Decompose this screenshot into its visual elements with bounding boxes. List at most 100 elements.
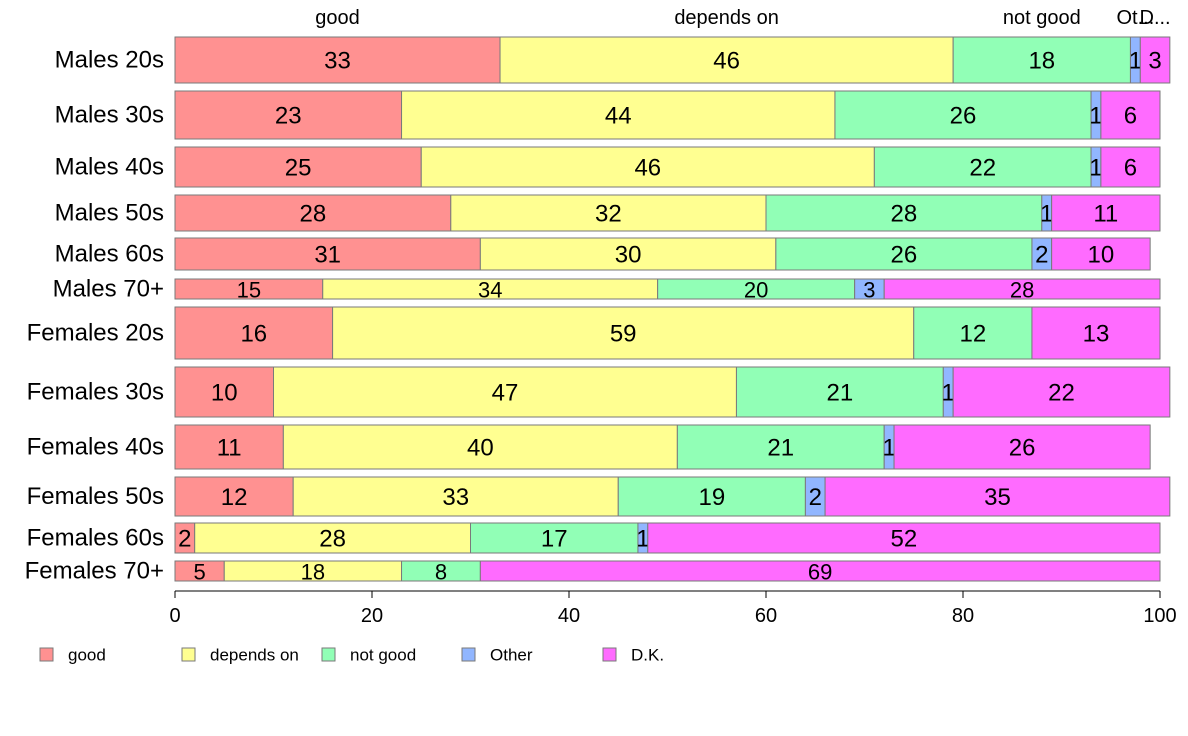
bar-segment [174, 194, 452, 232]
legend-label: D.K. [631, 646, 664, 665]
bar-segment [292, 476, 619, 517]
bar-segment [332, 306, 915, 360]
bar-segment [735, 366, 944, 418]
bar-segment [834, 90, 1092, 140]
bar-segment [401, 90, 836, 140]
x-tick-label: 0 [169, 605, 180, 627]
legend-swatch [461, 647, 476, 662]
x-tick-label: 100 [1143, 605, 1176, 627]
data-label: 46 [713, 48, 740, 75]
data-label: 1 [1129, 48, 1142, 75]
data-label: 3 [1148, 48, 1161, 75]
data-label: 20 [744, 278, 768, 303]
category-label: Males 30s [55, 102, 164, 129]
x-tick-label: 20 [361, 605, 383, 627]
category-label: Females 60s [27, 525, 164, 552]
bar-segment [174, 366, 274, 418]
bar-segment [499, 36, 954, 84]
bar-segment [450, 194, 767, 232]
data-label: 59 [610, 321, 637, 348]
data-label: 28 [891, 201, 918, 228]
bar-segment [676, 424, 885, 470]
data-label: 1 [1089, 103, 1102, 130]
category-label: Females 20s [27, 320, 164, 347]
bar-segment [1139, 36, 1171, 84]
bar-segment [470, 522, 639, 554]
top-series-label: good [315, 7, 360, 29]
bar-segment [1031, 306, 1161, 360]
data-label: 31 [314, 242, 341, 269]
bar-segment [420, 146, 875, 188]
bar-segment [273, 366, 737, 418]
data-label: 2 [178, 526, 191, 553]
category-label: Males 50s [55, 200, 164, 227]
bar-segment [1051, 194, 1161, 232]
data-label: 8 [435, 560, 447, 585]
bar-segment [1051, 237, 1151, 271]
data-label: 1 [1040, 201, 1053, 228]
bar-segment [765, 194, 1043, 232]
bar-segment [174, 424, 284, 470]
data-label: 26 [950, 103, 977, 130]
data-label: 21 [767, 435, 794, 462]
data-label: 52 [891, 526, 918, 553]
bar-segment [1100, 90, 1161, 140]
legend-label: Other [490, 646, 533, 665]
data-label: 44 [605, 103, 632, 130]
x-tick-label: 40 [558, 605, 580, 627]
bar-segment [913, 306, 1033, 360]
data-label: 40 [467, 435, 494, 462]
bar-segment [174, 36, 501, 84]
bar-segment [282, 424, 678, 470]
data-label: 10 [1088, 242, 1115, 269]
data-label: 6 [1124, 155, 1137, 182]
data-label: 17 [541, 526, 568, 553]
data-label: 2 [809, 484, 822, 511]
bar-segment [174, 306, 334, 360]
category-label: Females 40s [27, 434, 164, 461]
data-label: 11 [1093, 201, 1118, 228]
data-label: 19 [698, 484, 725, 511]
data-label: 16 [240, 321, 267, 348]
data-label: 26 [1009, 435, 1036, 462]
data-label: 1 [1089, 155, 1102, 182]
data-label: 1 [882, 435, 895, 462]
data-label: 1 [942, 380, 955, 407]
data-label: 28 [1010, 278, 1034, 303]
data-label: 12 [221, 484, 248, 511]
category-label: Males 60s [55, 241, 164, 268]
data-label: 11 [217, 435, 242, 462]
bar-segment [893, 424, 1151, 470]
bar-segment [1100, 146, 1161, 188]
data-label: 35 [984, 484, 1011, 511]
legend-swatch [321, 647, 336, 662]
top-series-label: Ot... [1116, 7, 1154, 29]
x-tick-label: 80 [952, 605, 974, 627]
data-label: 5 [194, 560, 206, 585]
category-label: Males 70+ [53, 276, 164, 303]
data-label: 13 [1083, 321, 1110, 348]
category-label: Females 70+ [25, 558, 164, 585]
data-label: 47 [492, 380, 519, 407]
data-label: 32 [595, 201, 622, 228]
bar-segment [479, 560, 1161, 582]
category-label: Females 50s [27, 483, 164, 510]
data-label: 21 [827, 380, 854, 407]
category-label: Males 20s [55, 47, 164, 74]
data-label: 22 [1048, 380, 1075, 407]
category-label: Females 30s [27, 379, 164, 406]
top-series-label: not good [1003, 7, 1081, 29]
legend-swatch [39, 647, 54, 662]
category-label: Males 40s [55, 154, 164, 181]
data-label: 25 [285, 155, 312, 182]
legend-label: good [68, 646, 106, 665]
data-label: 1 [636, 526, 649, 553]
bar-segment [617, 476, 806, 517]
data-label: 33 [442, 484, 469, 511]
data-label: 18 [1028, 48, 1055, 75]
data-label: 12 [959, 321, 986, 348]
bar-segment [174, 90, 403, 140]
data-label: 30 [615, 242, 642, 269]
data-label: 28 [300, 201, 327, 228]
